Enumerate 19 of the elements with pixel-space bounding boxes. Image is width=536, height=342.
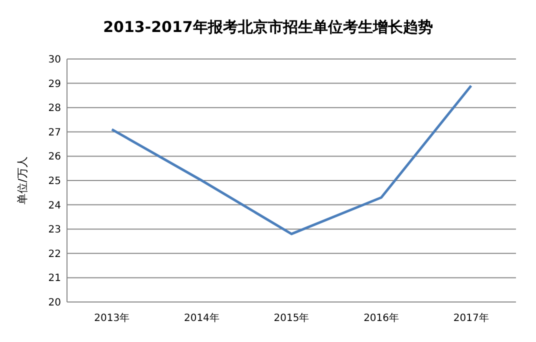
y-axis-title: 单位/万人 bbox=[16, 156, 29, 204]
y-tick-label: 26 bbox=[48, 152, 61, 163]
y-tick-label: 25 bbox=[48, 176, 61, 187]
x-tick-label: 2013年 bbox=[94, 312, 130, 324]
y-tick-label: 22 bbox=[48, 248, 61, 260]
y-tick-label: 28 bbox=[48, 103, 61, 114]
x-tick-label: 2016年 bbox=[364, 312, 400, 324]
y-tick-label: 21 bbox=[48, 273, 61, 284]
x-tick-label: 2015年 bbox=[274, 312, 310, 324]
y-tick-label: 29 bbox=[48, 78, 61, 90]
y-tick-label: 30 bbox=[48, 54, 61, 66]
line-series bbox=[110, 84, 472, 236]
y-tick-label: 24 bbox=[48, 200, 61, 212]
x-tick-label: 2014年 bbox=[184, 312, 220, 324]
chart-title: 2013-2017年报考北京市招生单位考生增长趋势 bbox=[103, 18, 433, 36]
y-tick-label: 23 bbox=[48, 224, 61, 236]
y-tick-label: 20 bbox=[48, 298, 61, 308]
x-tick-label: 2017年 bbox=[453, 312, 489, 324]
y-tick-label: 27 bbox=[48, 127, 61, 138]
